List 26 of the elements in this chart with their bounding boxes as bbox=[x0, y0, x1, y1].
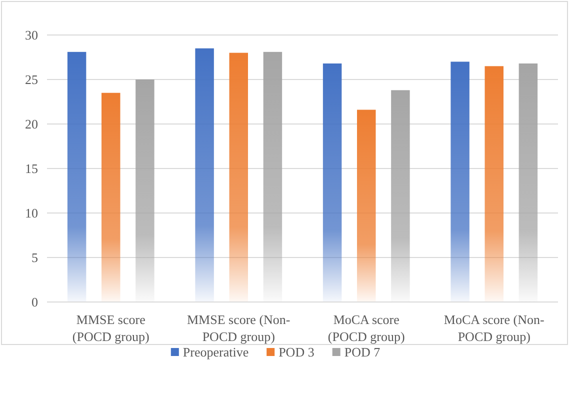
bar bbox=[136, 80, 154, 302]
legend-label: POD 7 bbox=[344, 344, 381, 360]
y-tick-label: 0 bbox=[32, 294, 38, 310]
x-tick-label: MoCA score (Non-POCD group) bbox=[444, 312, 544, 344]
y-tick-label: 15 bbox=[25, 161, 38, 176]
bar bbox=[263, 52, 282, 302]
legend-label: POD 3 bbox=[278, 344, 314, 360]
y-tick-label: 30 bbox=[25, 28, 38, 43]
x-tick-label: MoCA score (POCD group) bbox=[328, 312, 405, 344]
y-tick-label: 20 bbox=[25, 116, 38, 132]
bar bbox=[195, 48, 214, 302]
bar bbox=[518, 63, 538, 302]
bar bbox=[102, 92, 120, 302]
bar bbox=[484, 66, 504, 302]
legend-label: Preoperative bbox=[182, 344, 249, 360]
bar bbox=[229, 52, 248, 302]
y-tick-label: 5 bbox=[32, 250, 38, 266]
x-tick-label: MMSE score (POCD group) bbox=[72, 312, 150, 344]
bar bbox=[322, 63, 342, 302]
x-tick-label: MMSE score (Non-POCD group) bbox=[186, 312, 290, 344]
y-tick-label: 10 bbox=[25, 206, 38, 221]
bar bbox=[391, 90, 410, 302]
bar bbox=[450, 62, 470, 302]
bar bbox=[67, 52, 86, 302]
y-tick-label: 25 bbox=[25, 72, 38, 88]
bar bbox=[357, 110, 376, 302]
